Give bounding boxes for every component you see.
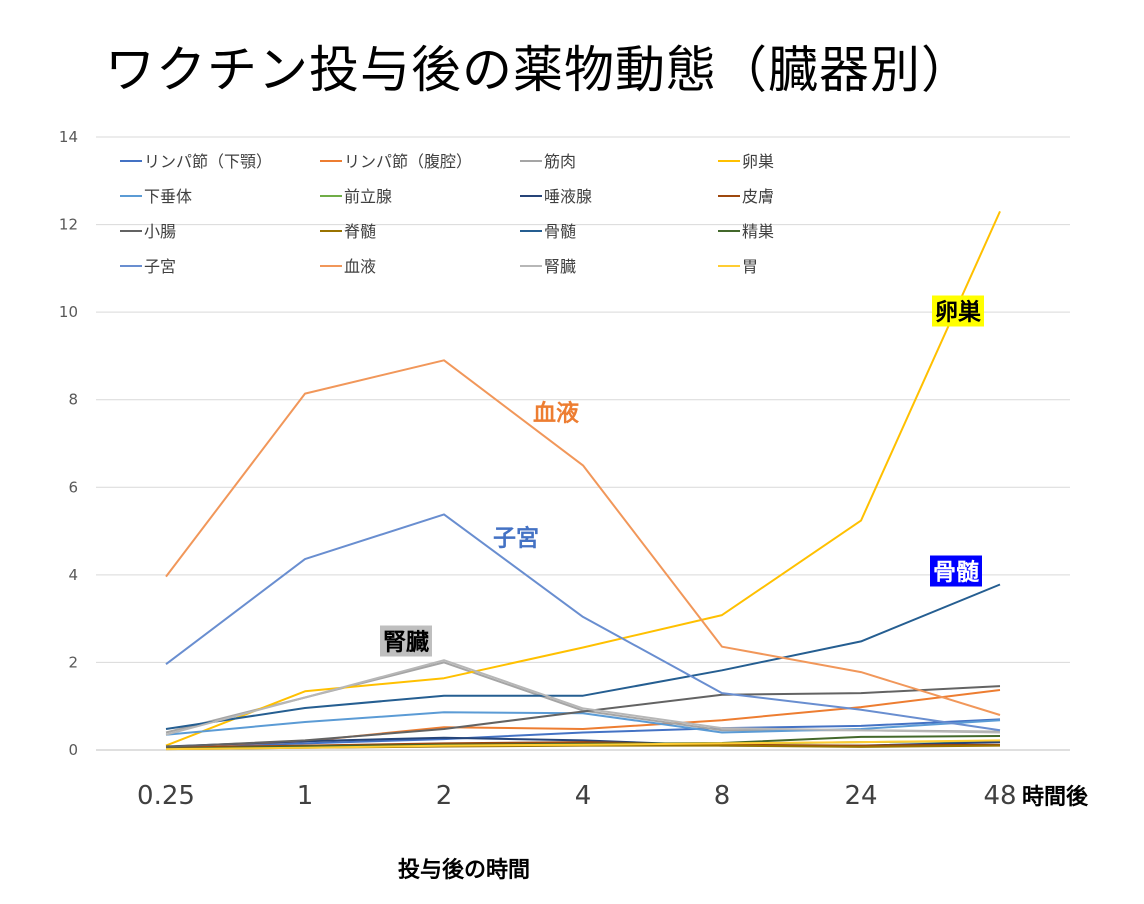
annotation-background [932, 295, 984, 327]
x-tick-label: 4 [575, 781, 592, 811]
x-tick-label: 0.25 [137, 781, 195, 811]
annotation-label: 腎臓 [383, 629, 429, 655]
y-tick-label: 2 [68, 653, 78, 671]
annotation-background [380, 625, 432, 657]
y-tick-label: 6 [68, 478, 78, 496]
legend-entry: 血液 [344, 257, 376, 276]
legend-entry: 子宮 [144, 257, 176, 276]
x-axis-title: 投与後の時間 [398, 858, 531, 883]
x-tick-label: 24 [844, 781, 877, 811]
x-axis-unit-label: 時間後 [1022, 784, 1089, 810]
x-tick-label: 48 [983, 781, 1016, 811]
annotation-label: 血液 [533, 399, 579, 426]
y-tick-label: 12 [59, 216, 78, 234]
legend-entry: 骨髄 [544, 222, 576, 241]
annotation-background [930, 555, 982, 587]
legend-entry: 小腸 [144, 222, 176, 241]
legend-entry: 精巣 [742, 222, 774, 241]
y-tick-label: 8 [68, 391, 78, 409]
y-tick-label: 14 [59, 128, 78, 146]
series-line-16 [165, 739, 1001, 751]
x-axis-ticks: 0.25 1 2 4 8 24 48 時間後 [137, 781, 1089, 811]
y-tick-label: 0 [68, 741, 78, 759]
series-line-13 [165, 513, 1001, 732]
series-lines [165, 210, 1001, 751]
legend-entry: 下垂体 [144, 187, 192, 206]
series-line-2 [165, 689, 1001, 749]
series-line-14 [165, 359, 1001, 716]
annotation-label: 子宮 [493, 524, 539, 551]
annotation-label: 骨髄 [933, 558, 979, 585]
y-tick-label: 10 [59, 303, 78, 321]
grid [96, 136, 1070, 751]
y-axis-ticks: 0 2 4 6 8 10 12 14 [59, 128, 78, 759]
series-line-15 [165, 659, 1001, 736]
legend-entry: 皮膚 [742, 187, 774, 206]
annotation-label: 卵巣 [935, 298, 982, 325]
series-line-1 [165, 718, 1001, 749]
x-tick-label: 1 [297, 781, 314, 811]
x-tick-label: 8 [714, 781, 731, 811]
legend-entry: 腎臓 [544, 257, 576, 276]
series-line-9 [165, 685, 1001, 748]
y-tick-label: 4 [68, 566, 78, 584]
series-line-5 [165, 711, 1001, 736]
legend-entry: リンパ節（腹腔） [344, 152, 472, 171]
legend-entry: 卵巣 [742, 152, 774, 171]
series-line-4 [165, 210, 1001, 747]
x-tick-label: 2 [436, 781, 453, 811]
legend-entry: 胃 [742, 257, 758, 276]
page-title: ワクチン投与後の薬物動態（臓器別） [105, 41, 972, 99]
legend-entry: リンパ節（下顎） [144, 152, 272, 171]
legend-entry: 筋肉 [544, 152, 576, 171]
series-line-11 [165, 583, 1001, 730]
legend-entry: 唾液腺 [544, 187, 592, 206]
legend-entry: 脊髄 [344, 222, 376, 241]
legend-entry: 前立腺 [344, 187, 392, 206]
